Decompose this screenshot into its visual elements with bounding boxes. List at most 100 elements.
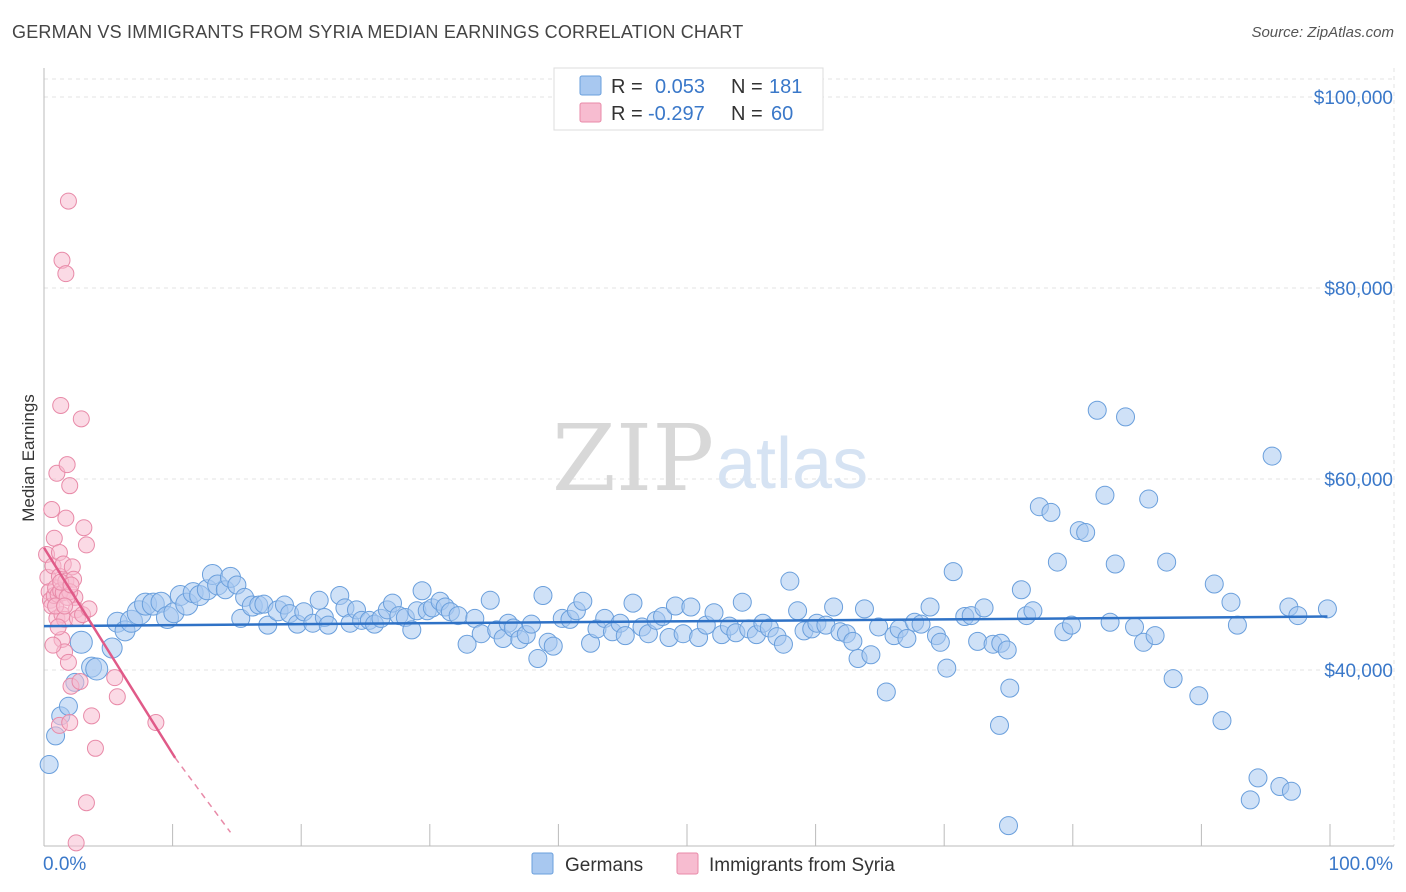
data-point [968, 631, 988, 651]
y-axis-label: Median Earnings [19, 394, 38, 522]
legend-r-value: 0.053 [655, 76, 705, 98]
data-point [869, 617, 889, 637]
y-tick-label: $100,000 [1314, 88, 1393, 109]
data-point [773, 634, 793, 654]
data-point [1317, 599, 1337, 619]
legend-r-label: R = [611, 103, 643, 125]
data-point [1221, 592, 1241, 612]
data-point [533, 586, 553, 606]
data-point [412, 581, 432, 601]
data-point [77, 794, 95, 812]
data-point [77, 536, 95, 554]
data-point [843, 631, 863, 651]
data-point [231, 608, 251, 628]
data-point [704, 603, 724, 623]
data-point [83, 707, 101, 725]
data-point [854, 599, 874, 619]
data-point [1227, 615, 1247, 635]
axes [43, 68, 1394, 847]
trend-line-syria [42, 547, 177, 759]
data-point [108, 688, 126, 706]
data-point [57, 265, 75, 283]
legend-n-label: N = [731, 76, 763, 98]
data-point [39, 755, 59, 775]
data-point [402, 620, 422, 640]
data-point [56, 597, 74, 615]
data-point [52, 396, 70, 414]
data-point [911, 614, 931, 634]
data-point [1011, 580, 1031, 600]
data-point [943, 562, 963, 582]
data-point [1139, 489, 1159, 509]
legend-swatch-germans [579, 75, 602, 96]
data-point [681, 597, 701, 617]
data-point [543, 636, 563, 656]
series-immigrants-from-syria [38, 192, 165, 852]
data-point [58, 696, 78, 716]
legend-box: R = 0.053 N = 181 R = -0.297 N = 60 [553, 67, 824, 131]
bottom-legend: Germans Immigrants from Syria [531, 852, 895, 876]
data-point [573, 591, 593, 611]
y-tick-labels: $40,000 $60,000 $80,000 $100,000 [1314, 88, 1393, 682]
data-point [1000, 678, 1020, 698]
data-point [59, 653, 77, 671]
y-tick-label: $60,000 [1324, 470, 1393, 491]
data-point [521, 614, 541, 634]
data-point [824, 597, 844, 617]
data-point [1204, 574, 1224, 594]
data-point [861, 645, 881, 665]
data-point [920, 597, 940, 617]
data-point [897, 628, 917, 648]
series-germans [39, 400, 1337, 836]
data-point [457, 634, 477, 654]
data-point [1023, 601, 1043, 621]
data-point [57, 509, 75, 527]
legend-swatch-syria [579, 102, 602, 123]
legend-n-label: N = [731, 103, 763, 125]
data-point [59, 192, 77, 210]
data-point [45, 529, 63, 547]
data-point [1047, 552, 1067, 572]
trend-line-syria-extension [174, 757, 232, 833]
data-point [85, 657, 109, 681]
data-point [937, 658, 957, 678]
data-point [1116, 407, 1136, 427]
legend-n-value: 60 [771, 103, 793, 125]
data-point [528, 649, 548, 669]
data-point [1087, 400, 1107, 420]
data-point [1248, 768, 1268, 788]
data-point [1240, 790, 1260, 810]
watermark-zip: ZIP [552, 405, 714, 512]
x-tick-label-end: 100.0% [1329, 854, 1394, 875]
data-point [615, 626, 635, 646]
watermark: ZIP atlas [552, 405, 868, 512]
data-point [1145, 626, 1165, 646]
data-point [1281, 781, 1301, 801]
data-point [1095, 485, 1115, 505]
data-point [974, 598, 994, 618]
data-point [71, 672, 89, 690]
bottom-legend-swatch-germans [531, 852, 554, 875]
data-point [309, 590, 329, 610]
y-tick-label: $40,000 [1324, 661, 1393, 682]
source-credit: Source: ZipAtlas.com [1251, 24, 1394, 41]
data-point [1076, 522, 1096, 542]
trend-lines [42, 547, 1328, 833]
bottom-legend-label-syria: Immigrants from Syria [709, 855, 895, 876]
data-point [999, 816, 1018, 836]
data-point [61, 477, 79, 495]
data-point [1100, 612, 1120, 632]
data-point [1262, 446, 1282, 466]
data-point [788, 601, 808, 621]
bottom-legend-swatch-syria [676, 852, 699, 875]
data-point [1189, 686, 1209, 706]
data-point [1062, 615, 1082, 635]
bottom-legend-label-germans: Germans [565, 855, 643, 876]
data-point [480, 590, 500, 610]
data-point [876, 682, 896, 702]
trend-line-germans [43, 615, 1328, 628]
data-point [75, 519, 93, 537]
watermark-atlas: atlas [716, 424, 868, 504]
data-point [61, 714, 79, 732]
